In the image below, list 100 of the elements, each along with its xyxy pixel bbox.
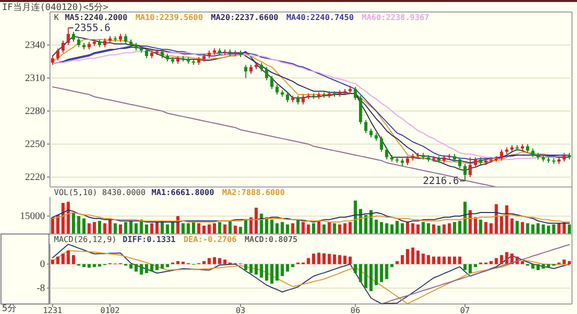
bar [77,216,80,234]
bar [56,256,60,264]
y-tick-label: 2280 [25,106,45,118]
text: MA2:7888.6000 [222,188,285,197]
bar [208,258,211,264]
bar [411,248,414,264]
bar [244,264,248,270]
text: MA5:2240.2000 [64,13,128,22]
bar [490,261,493,264]
bar [552,224,556,234]
bar [505,205,508,234]
bar [505,252,508,264]
bar [328,254,331,264]
bar [160,264,164,269]
candlestick [244,64,248,79]
bar [531,224,534,234]
candlestick [276,84,279,96]
bar [244,220,248,234]
bar [61,254,65,264]
bar [312,254,316,264]
bar [134,264,138,272]
annotation: 2355.6 [74,22,110,34]
candlestick [364,119,368,134]
bar [416,224,420,234]
bar [432,224,436,234]
bar [322,253,326,264]
bar [98,220,102,234]
y-tick-label: -8 [36,283,45,294]
bar [291,223,294,234]
bar [520,222,524,234]
bar [374,220,378,234]
bar [286,264,290,272]
bar [286,224,290,234]
bar [437,226,440,234]
bar [468,264,472,274]
chart-title: IF当月连(040120)<5分> [2,2,110,13]
text: MA60:2238.9367 [362,13,430,22]
text: MA10:2239.5600 [135,13,204,22]
bar [218,258,222,264]
bar [452,256,456,264]
bar [166,264,170,268]
bar [145,264,148,274]
candlestick [500,149,504,162]
bar [390,224,394,234]
bar [380,264,384,282]
bar [542,264,545,269]
candlestick [66,27,70,46]
y-tick-label: 15000 [20,211,45,222]
bar [562,260,566,264]
candlestick [145,48,148,59]
bar [546,264,550,268]
bar [280,264,284,276]
bar [322,224,326,234]
bar [270,220,274,234]
y-tick-label: 2310 [25,73,45,84]
bar [458,256,462,264]
bar [51,260,54,264]
bar [452,222,456,234]
bar [197,223,200,234]
y-tick-label: 2250 [25,139,45,150]
bar [129,264,132,269]
candlestick [468,156,472,178]
text: MACD(26,12,9) [54,235,117,244]
bar [72,212,76,234]
bar [208,224,211,234]
bar [212,257,216,264]
candlestick [56,48,60,61]
bar [166,224,170,234]
bar [103,223,106,234]
bar [400,255,404,264]
bar [348,256,352,264]
annotation: 2216.6 [422,176,459,187]
bar [332,254,336,264]
bar [516,220,519,234]
annotation: VOL(5,10) 8430.0000 [54,188,146,197]
bar [568,224,571,234]
bar [422,254,425,264]
bar [354,264,357,274]
bar [374,264,378,286]
bar [66,202,70,234]
candlestick [72,31,76,42]
bar [202,261,206,264]
line-series [52,86,497,188]
bar [411,223,414,234]
bar [426,255,430,264]
bar [202,226,206,234]
bar [432,256,436,264]
bar [542,224,545,234]
bar [150,264,154,272]
bar [88,264,91,268]
bar [437,256,440,264]
bar [328,222,331,234]
bar [406,249,410,264]
bar [306,258,310,264]
bar [276,264,279,281]
bar [494,204,498,234]
x-tick-label: 0102 [100,306,120,314]
bar [484,222,488,234]
bar [140,264,143,275]
candlestick [270,75,274,90]
